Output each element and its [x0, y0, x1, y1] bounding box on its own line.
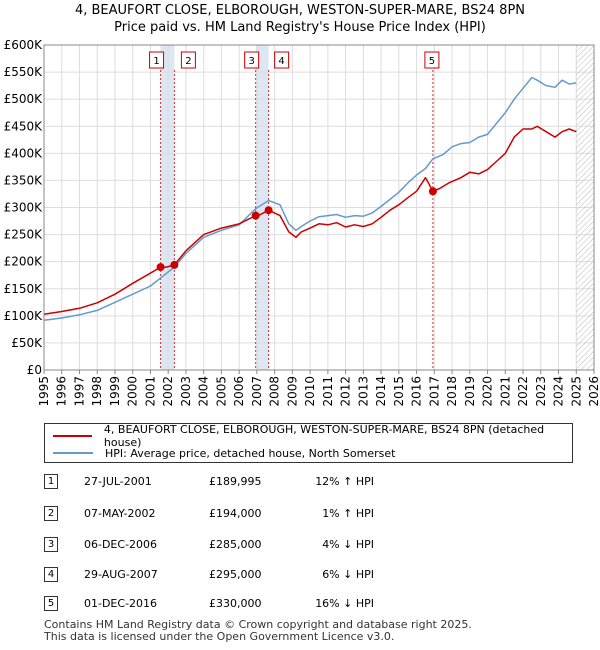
sale-marker-box — [424, 51, 440, 69]
x-tick-label: 1995 — [37, 376, 51, 407]
legend-swatch-property — [53, 435, 92, 437]
sale-price: £189,995 — [209, 475, 262, 488]
sale-marker-box — [274, 51, 290, 69]
legend-swatch-hpi — [53, 452, 93, 454]
x-tick-label: 2002 — [161, 376, 175, 407]
sale-number-box: 5 — [44, 596, 58, 611]
legend-item-property: 4, BEAUFORT CLOSE, ELBOROUGH, WESTON-SUP… — [53, 423, 572, 449]
hpi-line — [43, 76, 577, 321]
x-tick-label: 2015 — [392, 376, 406, 407]
legend-item-hpi: HPI: Average price, detached house, Nort… — [53, 445, 395, 461]
x-tick-label: 2022 — [516, 376, 530, 407]
sale-marker-box — [244, 51, 260, 69]
x-tick-label: 2011 — [321, 376, 335, 407]
sale-marker-label: 2 — [185, 56, 191, 67]
sale-hpi-diff: 12% ↑ HPI — [315, 475, 374, 488]
sale-hpi-diff: 1% ↑ HPI — [322, 507, 374, 520]
sale-point — [170, 260, 179, 269]
y-tick-label: £450K — [4, 119, 44, 133]
sale-date: 06-DEC-2006 — [84, 538, 158, 551]
x-tick-label: 2018 — [445, 376, 459, 407]
x-tick-label: 2024 — [552, 376, 566, 407]
y-tick-label: £0 — [27, 363, 42, 377]
x-tick-label: 2005 — [214, 376, 228, 407]
y-tick-label: £400K — [4, 146, 44, 160]
sale-price: £330,000 — [209, 597, 262, 610]
sale-point — [264, 206, 273, 215]
title-line-1: 4, BEAUFORT CLOSE, ELBOROUGH, WESTON-SUP… — [74, 3, 526, 18]
sale-hpi-diff: 16% ↓ HPI — [315, 597, 374, 610]
sale-marker-box — [149, 51, 165, 69]
x-tick-label: 2007 — [250, 376, 264, 407]
x-tick-label: 2010 — [303, 376, 317, 407]
sale-number-box: 1 — [44, 474, 58, 489]
x-tick-label: 2020 — [481, 376, 495, 407]
y-tick-label: £500K — [4, 92, 44, 106]
x-tick-label: 2009 — [285, 376, 299, 407]
sale-price: £295,000 — [209, 568, 262, 581]
x-tick-label: 1998 — [90, 376, 104, 407]
x-tick-label: 2003 — [179, 376, 193, 407]
plot-frame — [43, 44, 595, 371]
y-tick-label: £150K — [4, 282, 44, 296]
sale-date: 27-JUL-2001 — [84, 475, 152, 488]
x-tick-label: 2023 — [534, 376, 548, 407]
y-tick-label: £300K — [4, 201, 44, 215]
x-tick-label: 1996 — [55, 376, 69, 407]
sale-hpi-diff: 4% ↓ HPI — [322, 538, 374, 551]
y-tick-label: £250K — [4, 228, 44, 242]
price-chart: 1 2 3 4 5 £0 £50K £100K £150K £200K £250K £300K £350… — [4, 38, 600, 407]
y-tick-label: £350K — [4, 173, 44, 187]
y-tick-label: £600K — [4, 38, 44, 52]
sale-point — [428, 187, 437, 196]
legend-label-property: 4, BEAUFORT CLOSE, ELBOROUGH, WESTON-SUP… — [103, 423, 545, 449]
y-tick-label: £100K — [4, 309, 44, 323]
sale-marker-label: 1 — [153, 56, 159, 67]
sale-marker-box — [180, 51, 196, 69]
forecast-hatch — [576, 45, 594, 370]
x-tick-label: 2001 — [143, 376, 157, 407]
sale-number-box: 3 — [44, 537, 58, 552]
footer-licence: This data is licensed under the Open Gov… — [44, 630, 395, 643]
footer-copyright: Contains HM Land Registry data © Crown c… — [44, 618, 472, 631]
sale-marker-label: 4 — [278, 56, 284, 67]
sale-price: £285,000 — [209, 538, 262, 551]
x-tick-label: 2004 — [197, 376, 211, 407]
sale-date: 29-AUG-2007 — [84, 568, 158, 581]
x-tick-label: 2025 — [569, 376, 583, 407]
x-tick-label: 2021 — [498, 376, 512, 407]
x-tick-label: 1997 — [72, 376, 86, 407]
title-line-2: Price paid vs. HM Land Registry's House … — [114, 20, 486, 35]
x-tick-label: 2026 — [587, 376, 600, 407]
x-tick-label: 2016 — [410, 376, 424, 407]
footer: Contains HM Land Registry data © Crown c… — [44, 619, 472, 643]
sale-date: 07-MAY-2002 — [84, 507, 156, 520]
legend: 4, BEAUFORT CLOSE, ELBOROUGH, WESTON-SUP… — [44, 423, 573, 463]
sale-marker-label: 5 — [429, 56, 435, 67]
x-tick-label: 2008 — [268, 376, 282, 407]
x-tick-label: 1999 — [108, 376, 122, 407]
sale-point — [251, 211, 260, 220]
x-tick-label: 2014 — [374, 376, 388, 407]
legend-label-hpi: HPI: Average price, detached house, Nort… — [105, 446, 396, 460]
x-tick-label: 2012 — [339, 376, 353, 407]
sale-marker-label: 3 — [248, 56, 254, 67]
sale-number-box: 2 — [44, 506, 58, 521]
sale-hpi-diff: 6% ↓ HPI — [322, 568, 374, 581]
sale-number-box: 4 — [44, 567, 58, 582]
sale-point — [156, 263, 165, 272]
chart-title: 4, BEAUFORT CLOSE, ELBOROUGH, WESTON-SUP… — [0, 2, 600, 36]
x-tick-label: 2013 — [356, 376, 370, 407]
y-tick-label: £550K — [4, 65, 44, 79]
x-tick-label: 2017 — [427, 376, 441, 407]
x-tick-label: 2006 — [232, 376, 246, 407]
sale-price: £194,000 — [209, 507, 262, 520]
y-tick-label: £50K — [11, 336, 43, 350]
sale-date: 01-DEC-2016 — [84, 597, 158, 610]
y-tick-label: £200K — [4, 255, 44, 269]
x-tick-label: 2000 — [126, 376, 140, 407]
x-tick-label: 2019 — [463, 376, 477, 407]
